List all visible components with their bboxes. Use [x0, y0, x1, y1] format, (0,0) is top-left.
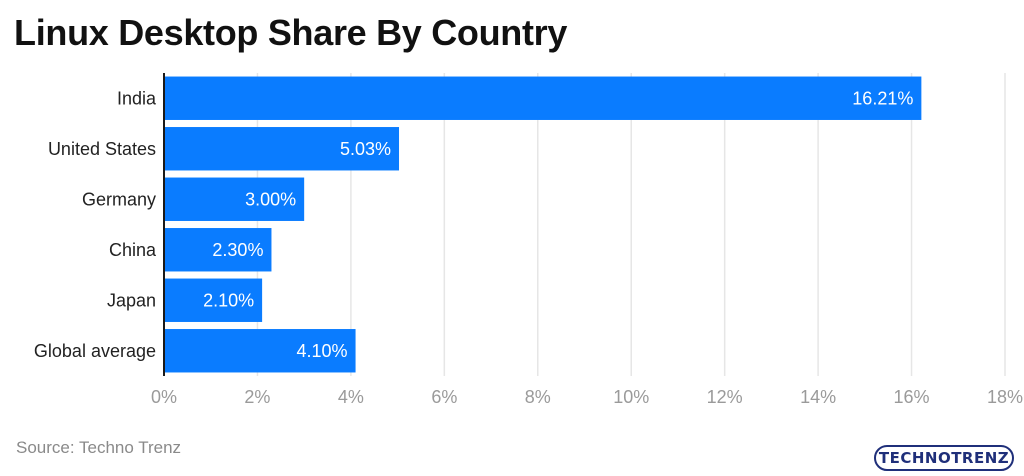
category-label: China	[109, 240, 157, 260]
x-tick-label: 10%	[613, 387, 649, 407]
x-tick-label: 16%	[894, 387, 930, 407]
x-tick-label: 14%	[800, 387, 836, 407]
bar	[164, 228, 272, 272]
value-label: 16.21%	[852, 88, 913, 108]
value-label: 2.10%	[203, 290, 254, 310]
bar	[164, 177, 305, 221]
technotrenz-logo: TECHNOTRENZ	[874, 445, 1014, 471]
x-tick-label: 12%	[707, 387, 743, 407]
category-label: Global average	[34, 341, 156, 361]
x-tick-label: 2%	[244, 387, 270, 407]
value-label: 2.30%	[212, 240, 263, 260]
bar-chart: India 16.21% United States 5.03% Germany 3.00…	[34, 73, 1023, 407]
bar	[164, 278, 263, 322]
x-tick-label: 0%	[151, 387, 177, 407]
value-label: 3.00%	[245, 189, 296, 209]
bar	[164, 76, 922, 120]
x-tick-label: 18%	[987, 387, 1023, 407]
value-label: 5.03%	[340, 139, 391, 159]
category-label: United States	[48, 139, 156, 159]
category-label: India	[117, 88, 157, 108]
category-label: Germany	[82, 189, 156, 209]
category-label: Japan	[107, 290, 156, 310]
x-tick-label: 8%	[525, 387, 551, 407]
chart-title: Linux Desktop Share By Country	[14, 12, 568, 53]
source-note: Source: Techno Trenz	[16, 438, 182, 457]
bar	[164, 127, 400, 171]
x-tick-label: 6%	[431, 387, 457, 407]
x-tick-label: 4%	[338, 387, 364, 407]
bar	[164, 329, 356, 373]
value-label: 4.10%	[297, 341, 348, 361]
logo-text: TECHNOTRENZ	[878, 449, 1010, 467]
